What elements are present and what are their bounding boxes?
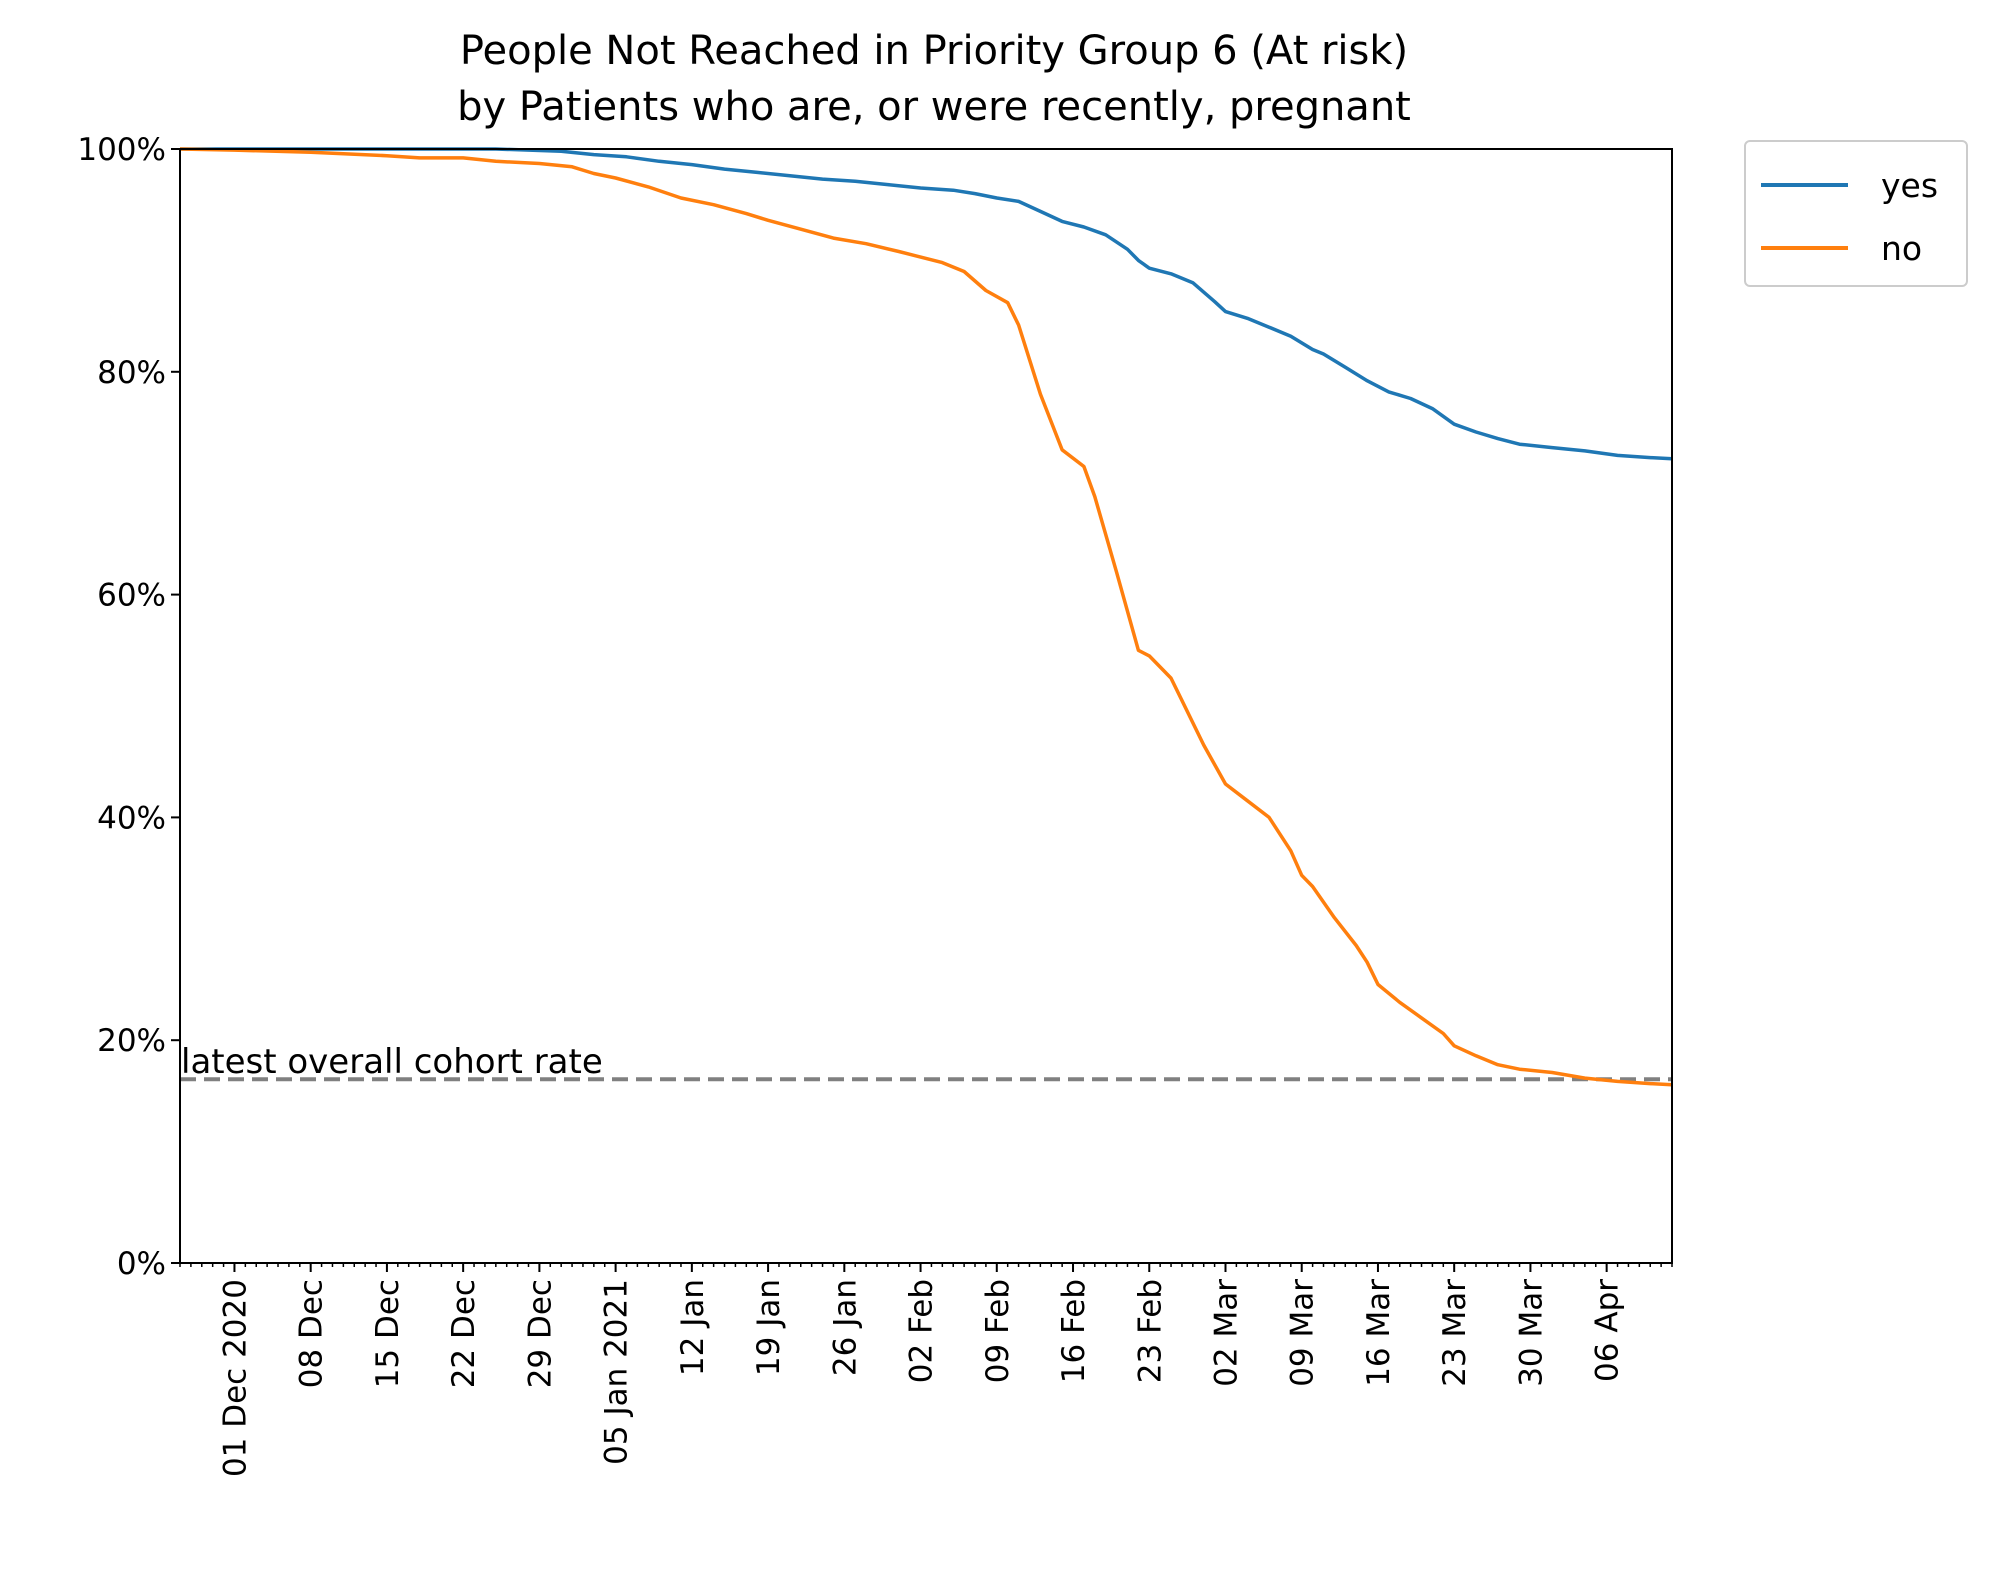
legend-label-no: no <box>1881 229 1922 268</box>
x-tick-label: 08 Dec <box>294 1279 330 1388</box>
y-tick-label: 40% <box>97 800 166 836</box>
chart-subtitle: by Patients who are, or were recently, p… <box>457 84 1411 130</box>
plot-area: 01 Dec 2020 08 Dec 15 Dec 22 Dec 29 Dec 05 Ja… <box>77 132 1673 1477</box>
x-tick-label: 02 Mar <box>1208 1279 1244 1387</box>
plot-frame <box>179 148 1673 1264</box>
series-line-no <box>179 147 1673 1087</box>
x-tick-label: 12 Jan <box>675 1279 711 1376</box>
x-tick-label: 19 Jan <box>751 1279 787 1376</box>
y-tick-label: 20% <box>97 1023 166 1059</box>
x-tick-label: 23 Mar <box>1437 1279 1473 1387</box>
x-tick-label: 05 Jan 2021 <box>599 1279 635 1465</box>
x-tick-label: 29 Dec <box>522 1279 558 1388</box>
chart-title: People Not Reached in Priority Group 6 (… <box>460 28 1408 74</box>
y-tick-label: 80% <box>97 355 166 391</box>
x-tick-label: 22 Dec <box>446 1279 482 1388</box>
x-tick-label: 06 Apr <box>1590 1279 1626 1382</box>
y-tick-label: 0% <box>117 1246 166 1282</box>
y-tick-label: 100% <box>77 132 166 168</box>
x-tick-label: 02 Feb <box>904 1279 940 1383</box>
x-tick-label: 09 Feb <box>980 1279 1016 1383</box>
x-tick-label: 09 Mar <box>1285 1279 1321 1387</box>
series-line-yes <box>180 147 1673 461</box>
legend-label-yes: yes <box>1881 166 1938 205</box>
x-tick-label: 23 Feb <box>1132 1279 1168 1383</box>
x-tick-label: 01 Dec 2020 <box>217 1279 253 1477</box>
x-tick-label: 26 Jan <box>827 1279 863 1376</box>
y-tick-label: 60% <box>97 578 166 614</box>
legend-frame <box>1744 140 1968 287</box>
x-tick-label: 15 Dec <box>370 1279 406 1388</box>
x-tick-label: 16 Mar <box>1361 1279 1397 1387</box>
legend: yes no <box>1744 140 1968 287</box>
x-tick-label: 30 Mar <box>1513 1279 1549 1387</box>
reference-line-label: latest overall cohort rate <box>181 1042 603 1082</box>
x-tick-label: 16 Feb <box>1056 1279 1092 1383</box>
